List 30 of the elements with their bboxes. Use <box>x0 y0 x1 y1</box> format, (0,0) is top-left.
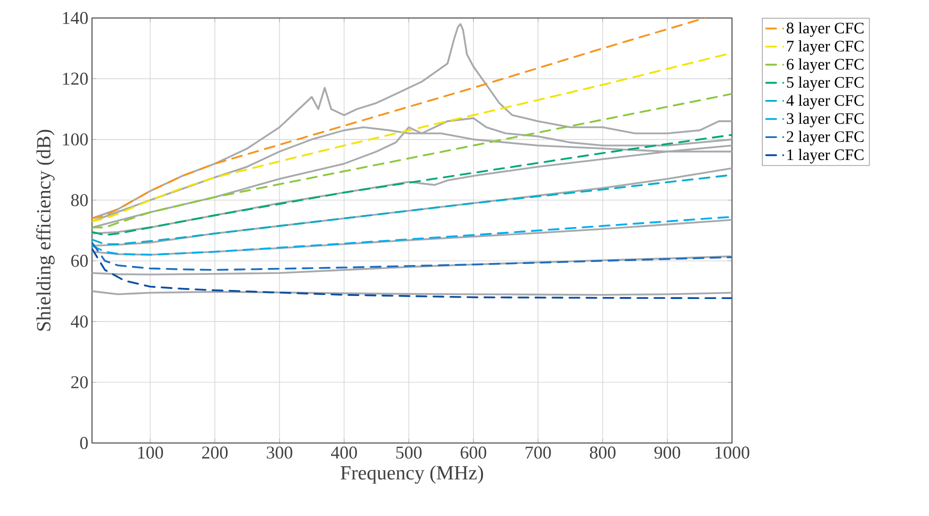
x-tick-label: 200 <box>202 446 228 459</box>
line-series <box>92 255 732 276</box>
y-tick-label: 0 <box>80 436 88 450</box>
y-tick-label: 100 <box>63 133 88 146</box>
y-tick-label: 20 <box>71 376 88 388</box>
legend-label: 5 layer CFC <box>787 76 864 92</box>
y-axis-title: Shielding efficiency (dB) <box>36 130 55 331</box>
legend-label: 7 layer CFC <box>787 40 864 55</box>
y-tick-label: 140 <box>63 12 88 24</box>
x-axis-title: Frequency (MHz) <box>340 466 484 484</box>
x-tick-label: 900 <box>654 446 680 459</box>
legend-label: 6 layer CFC <box>786 58 864 73</box>
x-tick-label: 1000 <box>716 446 750 459</box>
legend-label: 1 layer CFC <box>788 148 864 164</box>
legend-label: 8 layer CFC <box>786 22 864 37</box>
y-tick-label: 60 <box>71 254 88 267</box>
x-tick-label: 700 <box>526 446 551 459</box>
x-tick-label: 100 <box>138 446 163 459</box>
x-tick-label: 500 <box>396 446 422 459</box>
x-tick-label: 800 <box>590 446 616 459</box>
line-series <box>92 248 732 300</box>
y-tick-label: 40 <box>70 315 88 328</box>
y-tick-label: 80 <box>71 194 88 206</box>
legend-label: 2 layer CFC <box>786 130 864 146</box>
legend-label: 3 layer CFC <box>786 112 864 128</box>
y-tick-label: 120 <box>63 72 88 85</box>
x-tick-label: 600 <box>460 446 486 459</box>
legend-label: 4 layer CFC <box>786 94 864 110</box>
x-tick-label: 400 <box>330 446 357 459</box>
x-tick-label: 300 <box>266 446 292 459</box>
